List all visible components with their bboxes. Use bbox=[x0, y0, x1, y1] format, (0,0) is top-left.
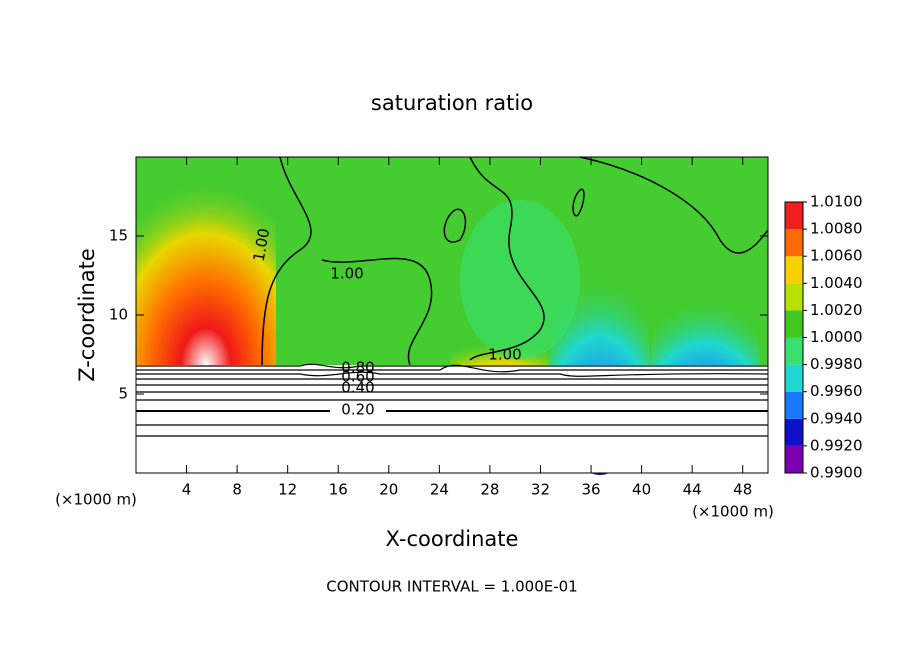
x-tick-label: 4 bbox=[182, 481, 192, 499]
y-tick-label: 5 bbox=[118, 385, 128, 403]
colorbar-band bbox=[785, 202, 803, 230]
x-tick-label: 20 bbox=[379, 481, 398, 499]
colorbar-band bbox=[785, 256, 803, 284]
contour-label: 1.00 bbox=[250, 227, 274, 263]
x-tick-label: 8 bbox=[232, 481, 242, 499]
colorbar-label: 1.0020 bbox=[810, 301, 863, 319]
x-unit: (×1000 m) bbox=[692, 503, 774, 521]
colorbar-label: 0.9900 bbox=[810, 464, 863, 482]
colorbar-label: 1.0060 bbox=[810, 247, 863, 265]
colorbar-band bbox=[785, 283, 803, 311]
x-tick-label: 32 bbox=[531, 481, 550, 499]
chart-title: saturation ratio bbox=[371, 91, 533, 115]
x-tick-label: 24 bbox=[430, 481, 449, 499]
y-tick-label: 15 bbox=[109, 227, 128, 245]
field bbox=[136, 156, 769, 475]
contour-label: 0.20 bbox=[341, 401, 374, 419]
colorbar-label: 0.9920 bbox=[810, 436, 863, 454]
colorbar-band bbox=[785, 391, 803, 419]
colorbar-band bbox=[785, 364, 803, 392]
contour-label: 1.00 bbox=[330, 265, 363, 283]
colorbar-band bbox=[785, 310, 803, 338]
colorbar-label: 1.0040 bbox=[810, 274, 863, 292]
contour-label: 0.80 bbox=[341, 359, 374, 377]
x-tick-label: 40 bbox=[632, 481, 651, 499]
x-tick-label: 48 bbox=[733, 481, 752, 499]
footer: CONTOUR INTERVAL = 1.000E-01 bbox=[326, 578, 577, 596]
colorbar-label: 1.0080 bbox=[810, 220, 863, 238]
y-axis-label: Z-coordinate bbox=[75, 248, 99, 382]
y-unit: (×1000 m) bbox=[55, 491, 137, 509]
colorbar-band bbox=[785, 337, 803, 365]
x-tick-label: 12 bbox=[278, 481, 297, 499]
y-tick-label: 10 bbox=[109, 306, 128, 324]
colorbar-label: 1.0100 bbox=[810, 193, 863, 211]
colorbar-label: 1.0000 bbox=[810, 328, 863, 346]
colorbar-band bbox=[785, 445, 803, 473]
colorbar-band bbox=[785, 229, 803, 257]
x-axis-label: X-coordinate bbox=[386, 527, 519, 551]
colorbar-label: 0.9960 bbox=[810, 382, 863, 400]
contour-label: 1.00 bbox=[488, 346, 521, 364]
colorbar-band bbox=[785, 418, 803, 446]
contour-label: 0.40 bbox=[341, 379, 374, 397]
colorbar-label: 0.9980 bbox=[810, 355, 863, 373]
x-tick-label: 28 bbox=[480, 481, 499, 499]
x-tick-label: 36 bbox=[581, 481, 600, 499]
x-tick-label: 44 bbox=[683, 481, 702, 499]
colorbar-label: 0.9940 bbox=[810, 409, 863, 427]
contour-label: 0.60 bbox=[341, 368, 374, 386]
x-tick-label: 16 bbox=[329, 481, 348, 499]
